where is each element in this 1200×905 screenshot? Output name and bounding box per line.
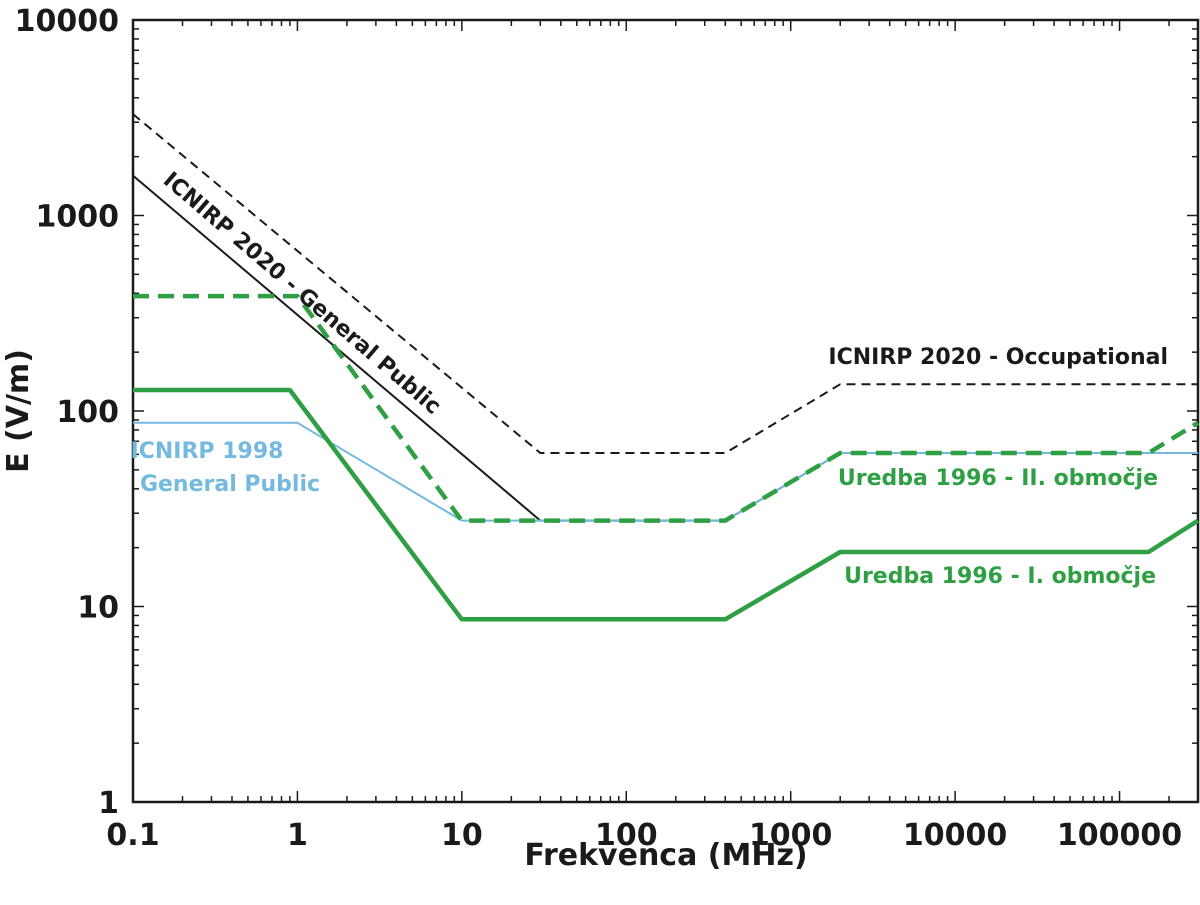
plot-frame bbox=[131, 18, 1200, 804]
series-line bbox=[133, 293, 1200, 523]
series-line bbox=[132, 113, 1198, 454]
y-tick-label: 10 bbox=[77, 591, 119, 626]
x-tick-label: 100 bbox=[595, 818, 658, 853]
annotation-icnirp2020-occupational: ICNIRP 2020 - Occupational bbox=[828, 345, 1168, 370]
annotation-icnirp2020-general-public: ICNIRP 2020 - General Public bbox=[158, 168, 445, 420]
annotation-uredba-i: Uredba 1996 - I. območje bbox=[844, 564, 1156, 589]
annotation-icnirp1998-line1: ICNIRP 1998 bbox=[131, 439, 284, 464]
x-tick-label: 0.1 bbox=[106, 818, 159, 853]
x-tick-label: 100000 bbox=[1057, 818, 1182, 853]
y-axis-title: E (V/m) bbox=[1, 349, 36, 473]
series-line bbox=[133, 421, 1198, 522]
x-tick-label: 1000 bbox=[749, 818, 833, 853]
y-tick-label: 1 bbox=[98, 786, 119, 821]
y-tick-label: 100 bbox=[56, 395, 119, 430]
y-tick-label: 1000 bbox=[36, 200, 120, 235]
series-group bbox=[132, 113, 1200, 622]
x-tick-label: 10 bbox=[441, 818, 483, 853]
annotation-icnirp1998-line2: General Public bbox=[140, 472, 320, 497]
ticks bbox=[132, 19, 1199, 803]
x-tick-label: 10000 bbox=[903, 818, 1007, 853]
y-tick-label: 10000 bbox=[15, 4, 119, 39]
x-axis-title: Frekvenca (MHz) bbox=[524, 838, 807, 873]
series-line bbox=[133, 387, 1200, 622]
annotation-uredba-ii: Uredba 1996 - II. območje bbox=[838, 466, 1158, 491]
x-tick-label: 1 bbox=[287, 818, 308, 853]
